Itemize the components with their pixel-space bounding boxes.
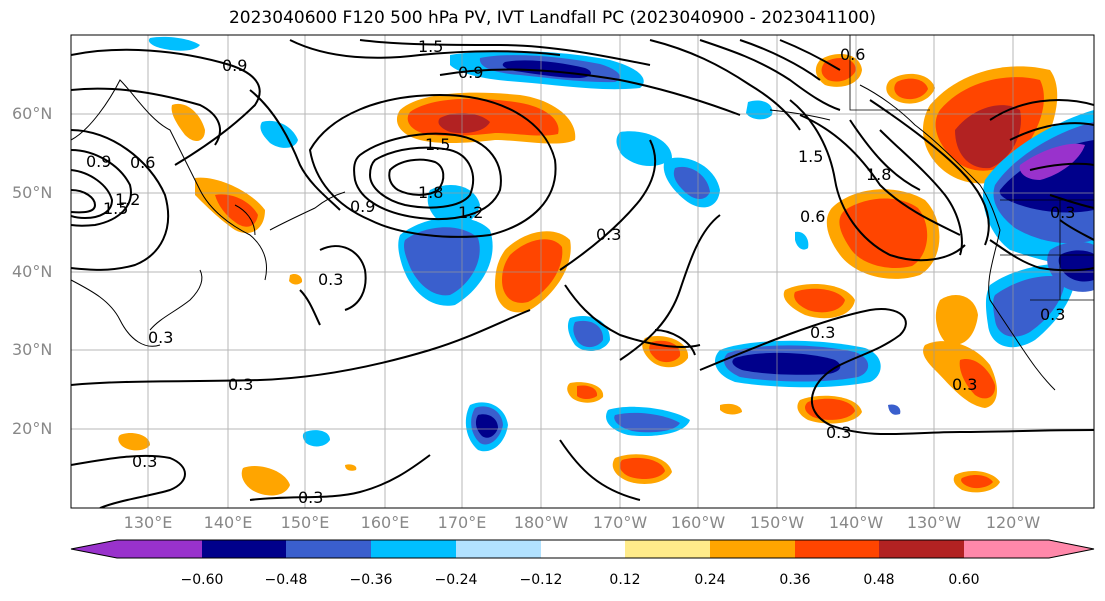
lat-label: 20°N: [12, 419, 53, 438]
colorbar-tick-label: −0.12: [519, 572, 563, 588]
contour-label: 1.2: [115, 190, 140, 209]
colorbar-segment: [202, 540, 286, 558]
contour-label: 1.8: [418, 183, 443, 202]
lat-label: 30°N: [12, 340, 53, 359]
lon-label: 150°E: [280, 513, 330, 532]
lat-label: 50°N: [12, 183, 53, 202]
contour-label: 0.3: [148, 328, 173, 347]
contour-label: 0.3: [132, 452, 157, 471]
colorbar-segment: [456, 540, 541, 558]
contour-label: 1.8: [866, 165, 891, 184]
colorbar-tick-label: 0.48: [863, 572, 895, 588]
contour-label: 1.5: [103, 199, 128, 218]
contour-label: 1.5: [798, 147, 823, 166]
lon-label: 170°W: [592, 513, 648, 532]
contour-label: 0.6: [130, 153, 155, 172]
colorbar-tick-label: 0.36: [779, 572, 811, 588]
colorbar-segment: [71, 540, 117, 558]
lat-label: 60°N: [12, 104, 53, 123]
lon-label: 160°W: [670, 513, 726, 532]
contour-label: 0.3: [1040, 305, 1065, 324]
pv-contours: [71, 39, 1094, 508]
filled-regions: [118, 36, 1094, 496]
chart-title: 2023040600 F120 500 hPa PV, IVT Landfall…: [228, 8, 876, 28]
colorbar-segment: [795, 540, 879, 558]
colorbar-tick-label: −0.60: [180, 572, 224, 588]
colorbar-tick-label: 0.12: [609, 572, 641, 588]
map-frame: [70, 34, 1095, 509]
contour-label: 1.5: [425, 135, 450, 154]
colorbar-tick-label: 0.60: [948, 572, 980, 588]
contour-label: 0.9: [350, 197, 375, 216]
lon-label: 160°E: [360, 513, 410, 532]
lon-label: 130°W: [906, 513, 962, 532]
contour-label: 0.9: [458, 63, 483, 82]
lon-label: 130°E: [123, 513, 173, 532]
contour-label: 0.3: [810, 323, 835, 342]
colorbar-tick-label: −0.48: [264, 572, 308, 588]
colorbar-segment: [710, 540, 795, 558]
contour-label: 0.3: [318, 270, 343, 289]
lon-label: 120°W: [985, 513, 1041, 532]
lon-label: 180°W: [513, 513, 569, 532]
colorbar-segment: [371, 540, 456, 558]
contour-label: 0.3: [596, 225, 621, 244]
lon-label: 170°E: [437, 513, 487, 532]
colorbar-segment: [964, 540, 1049, 558]
borders: [849, 35, 1094, 301]
contour-label: 0.3: [826, 423, 851, 442]
colorbar-tick-label: −0.36: [349, 572, 393, 588]
contour-label: 0.3: [952, 375, 977, 394]
lon-label: 150°W: [749, 513, 805, 532]
contour-label: 0.9: [86, 152, 111, 171]
colorbar-segment: [879, 540, 964, 558]
contour-label: 1.5: [418, 37, 443, 56]
contour-label: 0.3: [228, 375, 253, 394]
contour-label: 0.6: [840, 45, 865, 64]
contour-labels: 0.9 1.5 0.9 1.5 1.8 1.2 0.9 0.9 0.6 1.5 …: [86, 37, 1075, 507]
colorbar-segment: [541, 540, 625, 558]
contour-label: 0.3: [298, 488, 323, 507]
lat-label: 40°N: [12, 262, 53, 281]
contour-label: 1.2: [458, 203, 483, 222]
colorbar-segment: [625, 540, 710, 558]
colorbar-segment: [117, 540, 202, 558]
colorbar-tick-label: −0.24: [434, 572, 478, 588]
colorbar-segment: [286, 540, 371, 558]
contour-label: 0.3: [1050, 203, 1075, 222]
lon-label: 140°E: [203, 513, 253, 532]
graticule: [71, 35, 1094, 508]
colorbar-tick-label: 0.24: [694, 572, 726, 588]
contour-label: 0.6: [800, 207, 825, 226]
lon-label: 140°W: [828, 513, 884, 532]
contour-label: 0.9: [222, 56, 247, 75]
coastlines: [71, 79, 1056, 391]
colorbar-segment: [1049, 540, 1094, 558]
colorbar: [70, 539, 1095, 559]
